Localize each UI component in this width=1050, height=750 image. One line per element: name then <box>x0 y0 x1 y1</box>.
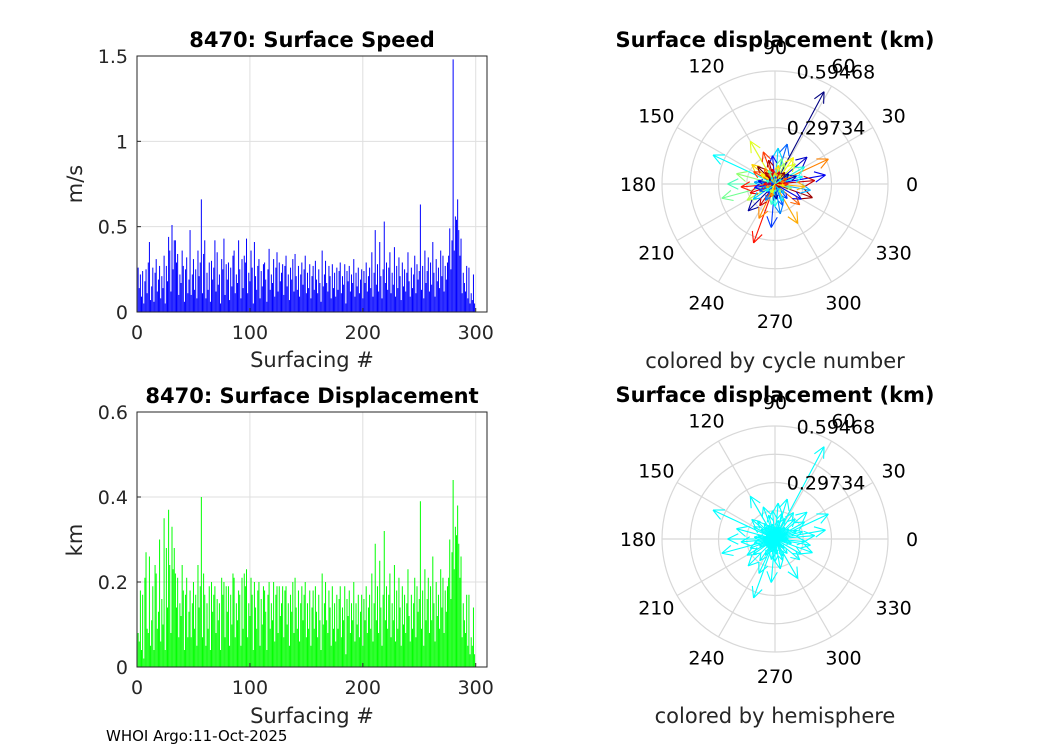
displacement-axes-box <box>136 411 488 668</box>
polar-cycle-angle-label: 240 <box>688 293 724 315</box>
displacement-xtick-label: 0 <box>131 677 143 699</box>
speed-xtick-label: 200 <box>345 322 381 344</box>
speed-ytick-label: 0 <box>116 302 128 324</box>
polar-cycle-angle-label: 180 <box>620 174 656 196</box>
displacement-ticks: 0 100 200 300 0 0.2 0.4 0.6 <box>98 402 494 699</box>
polar-cycle-arrow <box>772 183 776 188</box>
displacement-ytick-label: 0.6 <box>98 402 128 424</box>
speed-bars <box>137 59 476 312</box>
polar-cycle-arrow <box>766 183 778 228</box>
polar-hemisphere-labels: 0 30 60 90 120 150 180 210 240 270 300 330 0.29734 0.… <box>620 392 918 688</box>
polar-hemisphere-arrow <box>758 538 776 574</box>
polar-cycle-arrow <box>758 183 776 219</box>
polar-hemisphere-angle-label: 30 <box>882 461 906 483</box>
speed-x-label: Surfacing # <box>250 348 374 372</box>
polar-cycle-title: Surface displacement (km) <box>615 28 934 52</box>
polar-cycle-chart: 0 30 60 90 120 150 180 210 240 270 300 330 0.29734 0.… <box>615 28 934 373</box>
polar-hemisphere-arrow <box>766 538 778 583</box>
footer-credit: WHOI Argo:11-Oct-2025 <box>106 727 287 745</box>
polar-cycle-arrows <box>712 91 829 244</box>
displacement-xtick-label: 300 <box>458 677 494 699</box>
polar-hemisphere-angle-label: 120 <box>688 410 724 432</box>
polar-cycle-arrow <box>769 180 776 185</box>
polar-hemisphere-arrow <box>774 533 778 540</box>
polar-cycle-angle-label: 90 <box>763 37 787 59</box>
speed-y-label: m/s <box>63 165 87 203</box>
speed-ytick-label: 0.5 <box>98 217 128 239</box>
polar-hemisphere-radius-label: 0.29734 <box>787 472 866 494</box>
speed-ytick-label: 1 <box>116 131 128 153</box>
displacement-xtick-label: 100 <box>232 677 268 699</box>
displacement-ytick-label: 0.4 <box>98 487 128 509</box>
displacement-ytick-label: 0 <box>116 657 128 679</box>
polar-hemisphere-angle-label: 330 <box>876 598 912 620</box>
polar-cycle-arrow <box>747 183 776 212</box>
polar-hemisphere-angle-label: 270 <box>757 666 793 688</box>
polar-cycle-angle-label: 300 <box>825 293 861 315</box>
speed-xtick-label: 300 <box>458 322 494 344</box>
polar-hemisphere-arrow <box>747 538 776 567</box>
polar-cycle-arrow <box>712 154 776 185</box>
polar-cycle-subtitle: colored by cycle number <box>645 349 905 373</box>
polar-hemisphere-angle-label: 210 <box>638 598 674 620</box>
speed-ticks: 0 100 200 300 0 0.5 1 1.5 <box>98 46 494 344</box>
polar-cycle-arrow <box>774 179 782 185</box>
displacement-chart: 0 100 200 300 0 0.2 0.4 0.6 8470: Surface Displ… <box>63 384 494 728</box>
polar-hemisphere-angle-label: 0 <box>906 529 918 551</box>
polar-hemisphere-arrow <box>749 495 776 540</box>
polar-hemisphere-chart: 0 30 60 90 120 150 180 210 240 270 300 330 0.29734 0.… <box>615 383 934 728</box>
displacement-ytick-label: 0.2 <box>98 572 128 594</box>
polar-cycle-angle-label: 60 <box>831 55 855 77</box>
polar-hemisphere-title: Surface displacement (km) <box>615 383 934 407</box>
displacement-x-label: Surfacing # <box>250 704 374 728</box>
speed-xtick-label: 100 <box>232 322 268 344</box>
polar-hemisphere-angle-label: 90 <box>763 392 787 414</box>
polar-cycle-arrow <box>774 175 816 188</box>
polar-hemisphere-arrow <box>772 538 776 543</box>
polar-hemisphere-angle-label: 60 <box>831 410 855 432</box>
displacement-bars <box>137 480 476 667</box>
displacement-title: 8470: Surface Displacement <box>145 384 478 408</box>
polar-cycle-angle-label: 120 <box>688 55 724 77</box>
polar-cycle-arrow <box>736 170 776 185</box>
polar-cycle-angle-label: 0 <box>906 174 918 196</box>
polar-hemisphere-angle-label: 180 <box>620 529 656 551</box>
speed-chart: 0 100 200 300 0 0.5 1 1.5 8470: Surface Speed S… <box>63 28 494 372</box>
polar-hemisphere-arrow <box>774 446 825 540</box>
polar-cycle-angle-label: 270 <box>757 311 793 333</box>
polar-cycle-radius-label: 0.29734 <box>787 117 866 139</box>
polar-hemisphere-angle-label: 150 <box>638 461 674 483</box>
polar-hemisphere-arrow <box>736 525 776 540</box>
polar-hemisphere-arrow <box>712 509 776 540</box>
polar-hemisphere-arrows <box>712 446 829 599</box>
polar-cycle-arrow <box>774 183 779 187</box>
polar-cycle-arrow <box>774 91 825 185</box>
polar-hemisphere-subtitle: colored by hemisphere <box>655 704 896 728</box>
polar-cycle-arrow <box>774 178 778 185</box>
polar-hemisphere-arrow <box>774 538 813 555</box>
polar-cycle-arrow <box>749 140 776 185</box>
speed-title: 8470: Surface Speed <box>189 28 435 52</box>
speed-xtick-label: 0 <box>131 322 143 344</box>
polar-hemisphere-arrow <box>774 530 816 543</box>
polar-hemisphere-angle-label: 300 <box>825 648 861 670</box>
polar-hemisphere-arrow <box>774 538 779 542</box>
polar-cycle-arrow <box>774 183 813 200</box>
speed-plot-area <box>137 56 487 312</box>
speed-axes-box <box>136 55 488 313</box>
polar-hemisphere-angle-label: 240 <box>688 648 724 670</box>
displacement-y-label: km <box>63 524 87 557</box>
polar-cycle-angle-label: 210 <box>638 243 674 265</box>
polar-cycle-labels: 0 30 60 90 120 150 180 210 240 270 300 330 0.29734 0.… <box>620 37 918 333</box>
polar-hemisphere-radius-label: 0.59468 <box>797 417 876 439</box>
displacement-xtick-label: 200 <box>345 677 381 699</box>
polar-hemisphere-arrow <box>769 535 776 540</box>
polar-cycle-angle-label: 330 <box>876 243 912 265</box>
speed-ytick-label: 1.5 <box>98 46 128 68</box>
polar-cycle-angle-label: 150 <box>638 106 674 128</box>
polar-cycle-radius-label: 0.59468 <box>797 62 876 84</box>
polar-cycle-angle-label: 30 <box>882 106 906 128</box>
polar-hemisphere-arrow <box>774 534 782 540</box>
